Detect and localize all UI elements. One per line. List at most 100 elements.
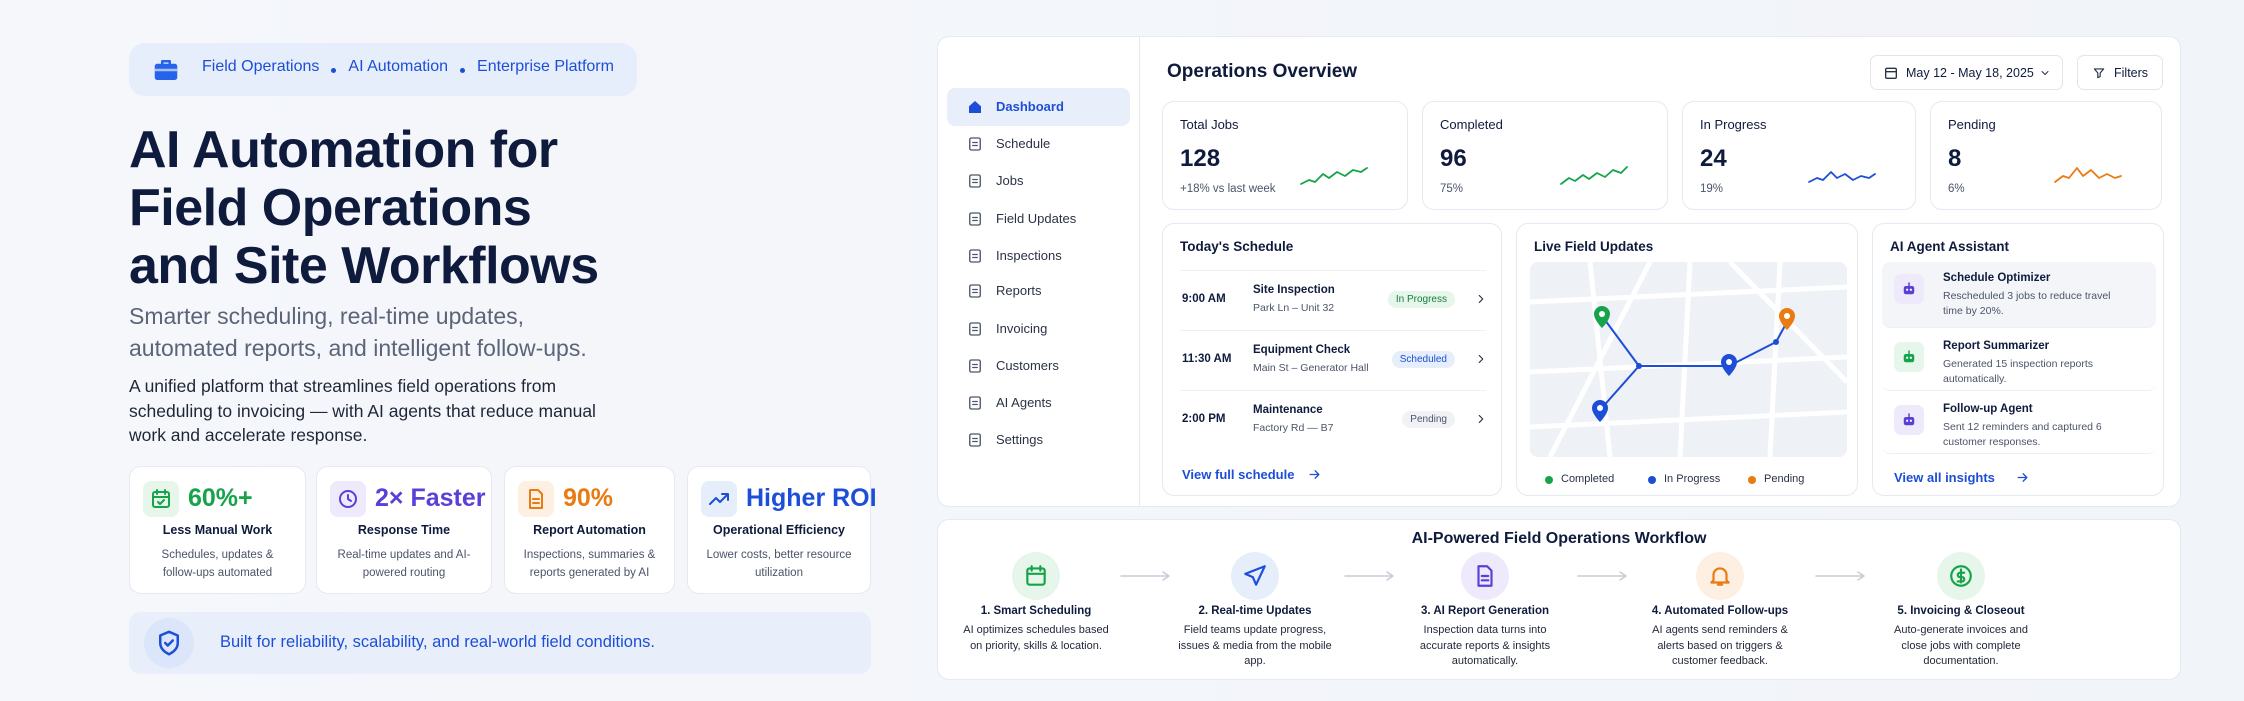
step-title: 5. Invoicing & Closeout [1897,605,2025,617]
assistant-item: Report Summarizer Generated 15 inspection… [1882,330,2156,391]
agent-name: Report Summarizer [1943,340,2050,352]
sidebar-item[interactable]: Jobs [996,173,1024,188]
icon [969,359,981,373]
icon-shape [1906,419,1909,422]
badge-item: AI Automation [348,58,449,75]
kpi-card: Completed 96 75% [1422,101,1668,210]
icon-shape [969,101,981,113]
icon [1026,565,1046,586]
icon-shape [1599,311,1605,317]
sidebar-item[interactable]: Settings [996,432,1043,447]
schedule-card: Today's Schedule 9:00 AM Site Inspection Pa… [1162,223,1502,496]
assistant-card: AI Agent Assistant Schedule Optimizer Resc… [1872,223,2164,496]
icon [709,493,729,505]
date-picker[interactable]: May 12 - May 18, 2025 [1870,55,2063,90]
schedule-link[interactable]: View full schedule [1182,467,1295,482]
schedule-time: 11:30 AM [1182,353,1232,365]
icon [969,396,981,410]
schedule-title: Today's Schedule [1180,239,1294,254]
icon-shape [1530,262,1847,457]
icon-shape [1909,356,1912,359]
schedule-time: 2:00 PM [1182,413,1226,425]
assistant-link[interactable]: View all insights [1894,470,1995,485]
icon-shape [1309,470,1320,479]
hero-title: AI Automation for [129,121,558,179]
sidebar-item[interactable]: Invoicing [996,321,1048,336]
icon [2017,473,2028,482]
banner: Built for reliability, scalability, and … [129,612,871,674]
icon-shape [969,174,981,188]
icon [1903,282,1915,295]
icon-shape [152,489,170,505]
agent-name: Schedule Optimizer [1943,272,2051,284]
kpi-label: Completed [1440,117,1503,132]
icon-shape [1909,419,1912,422]
stat-label: Operational Efficiency [713,523,845,537]
icon [1808,171,1876,183]
step-icon-bg [1012,552,1060,600]
kpi-card: In Progress 24 19% [1682,101,1916,210]
banner-text: Built for reliability, scalability, and … [220,633,655,651]
assistant-title: AI Agent Assistant [1890,239,2010,254]
icon-shape [1885,67,1897,79]
sidebar-item[interactable]: Inspections [996,248,1062,263]
status-pill: Scheduled [1391,351,1455,368]
kpi-note: +18% vs last week [1180,183,1276,195]
icon-shape [1478,354,1484,364]
icon [1950,565,1972,587]
icon [1576,571,1627,581]
icon-shape [2054,167,2122,183]
kpi-card: Total Jobs 128 +18% vs last week [1162,101,1408,210]
icon [1477,565,1493,587]
schedule-job: Equipment Check [1253,344,1351,356]
badge-dot [331,68,337,73]
legend-label: Pending [1764,473,1805,485]
icon-shape [969,396,981,410]
icon-shape [969,212,981,226]
stat-desc: Lower costs, better resource utilization [706,549,852,579]
sidebar-item[interactable]: Customers [996,358,1059,373]
row-divider [1180,270,1486,271]
icon-shape [2041,71,2049,75]
icon-shape [1710,567,1730,586]
icon-shape [152,491,170,508]
sidebar-item[interactable]: Schedule [996,136,1051,151]
icon-shape [1478,294,1484,304]
icon [1478,414,1484,424]
icon-shape [1344,571,1394,581]
dashboard: Dashboard Schedule Jobs Field Updates Inspec… [937,36,2181,507]
sidebar-item[interactable]: AI Agents [996,395,1052,410]
sidebar-item[interactable]: Dashboard [996,99,1064,114]
icon-shape [969,322,981,336]
icon-shape [161,60,171,65]
badge: Field Operations AI Automation Enterprise … [129,43,637,96]
filters-label: Filters [2114,66,2149,80]
icon-shape [1909,288,1912,291]
schedule-location: Factory Rd — B7 [1253,422,1334,434]
icon-shape [529,489,543,509]
legend-dot [1648,476,1656,484]
icon [152,489,170,508]
icon [154,60,178,80]
icon-shape [1808,171,1876,183]
stat-card: 90% Report Automation Inspections, summari… [504,466,675,594]
icon-shape [972,400,978,406]
schedule-time: 9:00 AM [1182,293,1226,305]
icon-shape [972,288,978,294]
sidebar-item[interactable]: Reports [996,283,1042,298]
icon-shape [164,639,174,647]
sidebar-item[interactable]: Field Updates [996,211,1077,226]
icon-shape [154,63,178,80]
filters-button[interactable]: Filters [2077,55,2163,90]
stat-card: 60%+ Less Manual Work Schedules, updates &… [129,466,306,594]
hero-title: and Site Workflows [129,237,599,295]
icon-shape [1906,288,1909,291]
legend-label: Completed [1561,473,1615,485]
icon-shape [1636,363,1642,369]
step-icon-bg [1696,552,1744,600]
legend-label: In Progress [1664,473,1721,485]
badge-item: Enterprise Platform [477,58,614,75]
icon [969,322,981,336]
icon-shape [1244,565,1266,586]
schedule-location: Main St – Generator Hall [1253,362,1369,374]
